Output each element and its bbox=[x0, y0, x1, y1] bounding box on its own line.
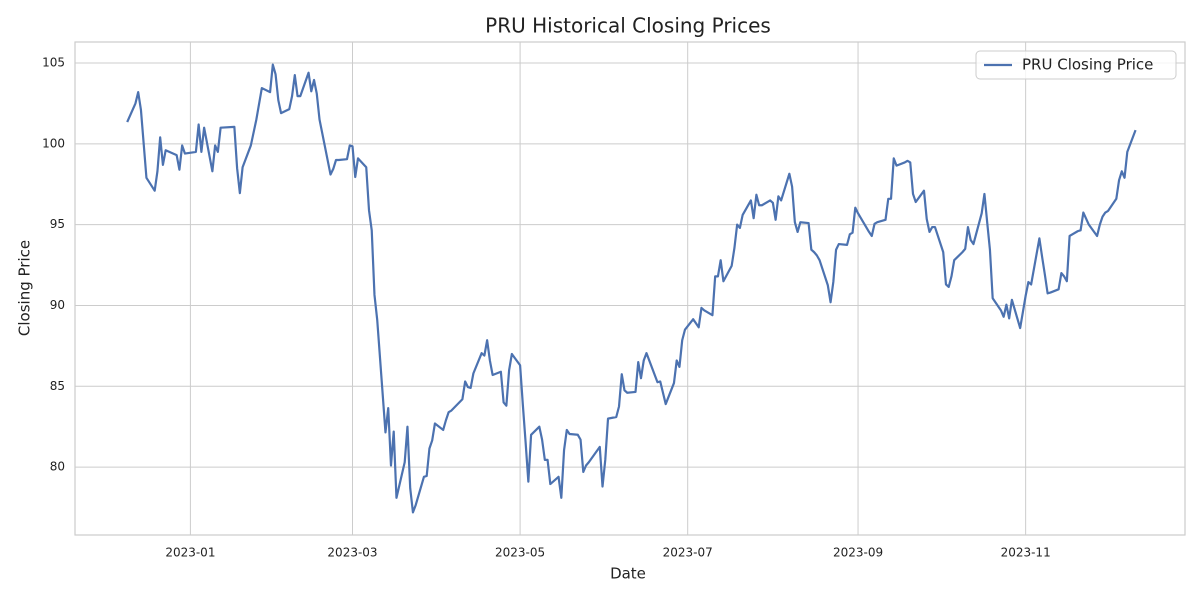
price-line bbox=[126, 63, 1137, 514]
x-tick-label: 2023-07 bbox=[663, 546, 713, 560]
x-axis-label: Date bbox=[610, 565, 646, 583]
y-tick-label: 100 bbox=[42, 136, 65, 150]
x-tick-label: 2023-09 bbox=[833, 546, 883, 560]
legend: PRU Closing Price bbox=[975, 50, 1177, 80]
y-tick-label: 80 bbox=[50, 460, 65, 474]
y-tick-label: 95 bbox=[50, 217, 65, 231]
grid: 80 85 90 95 100 105 2023-01 2023-03 2023-05 2023-… bbox=[42, 42, 1185, 560]
plot bbox=[126, 63, 1137, 514]
y-tick-label: 90 bbox=[50, 298, 65, 312]
plot-frame bbox=[74, 41, 1186, 536]
legend-box bbox=[975, 50, 1177, 80]
chart-title: PRU Historical Closing Prices bbox=[485, 14, 771, 38]
x-tick-label: 2023-11 bbox=[1001, 546, 1051, 560]
x-tick-label: 2023-03 bbox=[327, 546, 377, 560]
x-tick-label: 2023-05 bbox=[495, 546, 545, 560]
y-tick-label: 85 bbox=[50, 379, 65, 393]
legend-label: PRU Closing Price bbox=[1022, 56, 1153, 74]
y-axis-label: Closing Price bbox=[16, 240, 34, 336]
x-tick-label: 2023-01 bbox=[165, 546, 215, 560]
y-tick-label: 105 bbox=[42, 56, 65, 70]
